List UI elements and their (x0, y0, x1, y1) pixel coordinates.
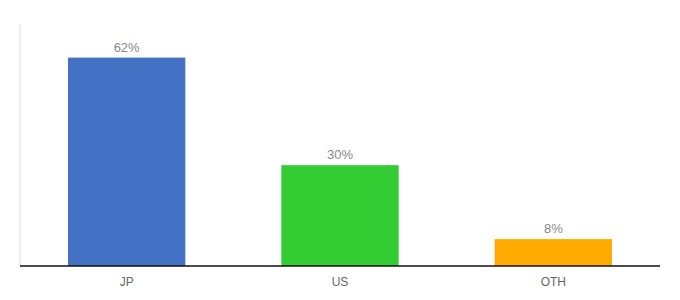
y-axis-line (20, 24, 21, 266)
bar (281, 165, 398, 266)
data-labels: 62% 30% 8% (114, 40, 564, 237)
data-label: 8% (544, 221, 563, 236)
x-tick-label: JP (120, 275, 134, 289)
chart-container: 62% 30% 8% JP US OTH (0, 0, 680, 300)
data-label: 30% (327, 147, 353, 162)
x-tick-labels: JP US OTH (120, 275, 566, 289)
page: {"chart_data": {"type": "bar", "categori… (0, 0, 680, 300)
x-axis-line (20, 265, 660, 267)
bar (68, 58, 185, 266)
chart: 62% 30% 8% JP US OTH (0, 0, 680, 300)
bar (495, 239, 612, 266)
data-label: 62% (114, 40, 140, 55)
bars (68, 58, 612, 266)
x-tick-label: US (332, 275, 349, 289)
x-tick-label: OTH (541, 275, 566, 289)
